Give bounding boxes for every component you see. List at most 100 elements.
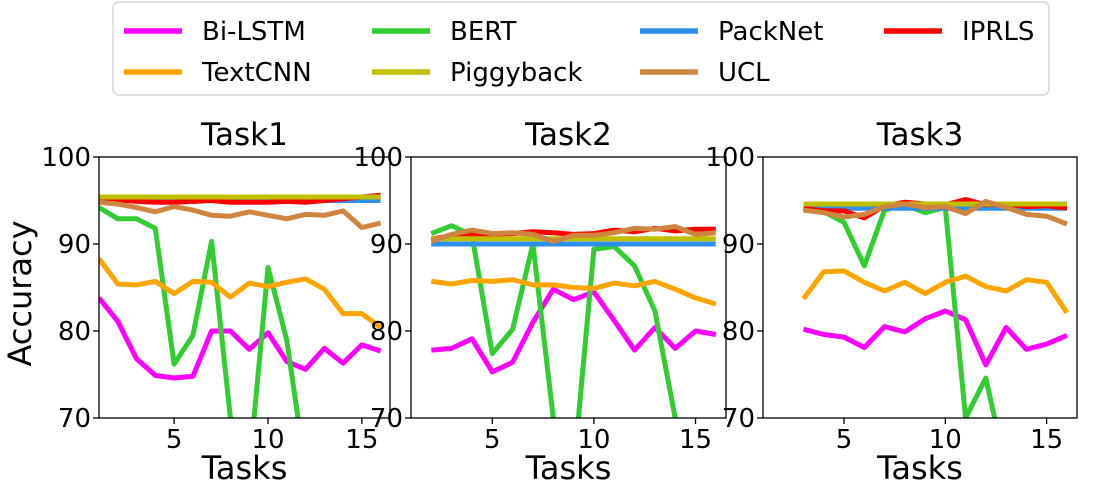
series-line <box>803 198 1068 227</box>
x-tick-label: 10 <box>251 425 284 455</box>
series-line <box>802 308 1068 368</box>
data-point <box>284 337 289 342</box>
data-point <box>134 356 139 361</box>
data-point <box>882 324 887 329</box>
data-point <box>490 279 495 284</box>
data-point <box>531 232 536 237</box>
data-point <box>359 195 364 200</box>
x-tick-label: 10 <box>577 425 610 455</box>
data-point <box>983 363 988 368</box>
data-point <box>490 231 495 236</box>
data-point <box>862 263 867 268</box>
x-tick-label: 15 <box>679 425 712 455</box>
series-textcnn <box>801 268 1069 315</box>
data-point <box>882 204 887 209</box>
plot-frame <box>98 156 391 419</box>
data-point <box>963 274 968 279</box>
data-point <box>842 215 847 220</box>
data-point <box>632 236 637 241</box>
data-point <box>571 285 576 290</box>
data-point <box>531 320 536 325</box>
data-point <box>303 468 308 473</box>
legend-entry-packnet: PackNet <box>640 17 823 47</box>
data-point <box>303 195 308 200</box>
x-tick-label: 15 <box>345 425 378 455</box>
legend-label: PackNet <box>718 17 823 47</box>
data-point <box>228 214 233 219</box>
legend: Bi-LSTM BERT PackNet IPRLS TextCNN Piggyback U… <box>112 1 1050 96</box>
data-point <box>632 283 637 288</box>
data-point <box>322 346 327 351</box>
data-point <box>592 247 597 252</box>
legend-entry-bert: BERT <box>372 17 516 47</box>
data-point <box>612 242 617 247</box>
data-point <box>134 195 139 200</box>
series-bi-lstm <box>801 308 1068 368</box>
series-line <box>99 257 383 330</box>
data-point <box>842 220 847 225</box>
data-point <box>1004 325 1009 330</box>
data-point <box>284 195 289 200</box>
data-point <box>801 327 806 332</box>
data-point <box>801 296 806 301</box>
x-tick-label: 10 <box>929 425 962 455</box>
series-bert <box>99 205 308 473</box>
series-bert <box>430 223 678 418</box>
y-tick-label: 100 <box>353 143 403 173</box>
legend-label: BERT <box>450 17 516 47</box>
data-point <box>963 197 968 202</box>
data-point <box>247 281 252 286</box>
series-group <box>801 197 1069 418</box>
data-point <box>1024 277 1029 282</box>
data-point <box>172 195 177 200</box>
legend-entry-bi-lstm: Bi-LSTM <box>124 17 306 47</box>
data-point <box>322 213 327 218</box>
panel-task1: Task1 70 80 90 100 5 10 15 Tasks Accuracy <box>1 117 391 487</box>
data-point <box>923 210 928 215</box>
data-point <box>247 209 252 214</box>
data-point <box>490 236 495 241</box>
data-point <box>153 195 158 200</box>
data-point <box>862 206 867 211</box>
series-line <box>430 277 717 307</box>
data-point <box>713 236 718 241</box>
data-point <box>983 376 988 381</box>
data-point <box>191 374 196 379</box>
series-ucl <box>430 224 718 244</box>
data-point <box>303 212 308 217</box>
data-point <box>228 329 233 334</box>
data-point <box>266 284 271 289</box>
data-point <box>571 233 576 238</box>
series-group <box>429 223 718 418</box>
y-tick-label: 70 <box>370 404 403 434</box>
data-point <box>632 242 637 247</box>
data-point <box>842 269 847 274</box>
y-tick-label: 100 <box>705 143 755 173</box>
data-point <box>653 242 658 247</box>
legend-entry-ucl: UCL <box>640 58 770 88</box>
data-point <box>571 297 576 302</box>
series-bi-lstm <box>99 296 382 381</box>
data-point <box>612 236 617 241</box>
data-point <box>470 228 475 233</box>
data-point <box>693 232 698 237</box>
series-line <box>99 199 382 230</box>
data-point <box>172 376 177 381</box>
panel-title: Task1 <box>200 117 288 153</box>
data-point <box>172 200 177 205</box>
x-tick-label: 5 <box>836 425 853 455</box>
data-point <box>713 230 718 235</box>
data-point <box>612 281 617 286</box>
data-point <box>470 278 475 283</box>
data-point <box>571 242 576 247</box>
data-point <box>510 360 515 365</box>
data-point <box>862 280 867 285</box>
data-point <box>322 287 327 292</box>
series-line <box>801 268 1069 315</box>
data-point <box>653 309 658 314</box>
series-ucl <box>803 198 1068 227</box>
y-tick-label: 80 <box>722 317 755 347</box>
data-point <box>551 283 556 288</box>
data-point <box>429 348 434 353</box>
